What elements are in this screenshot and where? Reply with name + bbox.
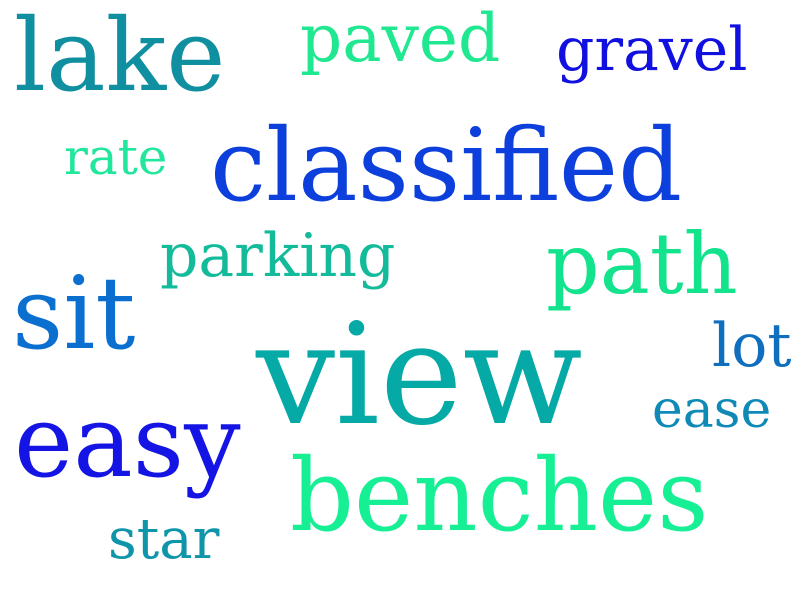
word-gravel: gravel xyxy=(556,15,748,85)
word-star: star xyxy=(108,507,220,572)
word-parking: parking xyxy=(160,221,396,291)
word-benches: benches xyxy=(290,437,709,554)
word-classified: classified xyxy=(210,107,683,224)
word-sit: sit xyxy=(12,255,136,372)
word-rate: rate xyxy=(64,128,168,186)
word-path: path xyxy=(546,215,738,313)
word-paved: paved xyxy=(300,0,501,77)
word-lot: lot xyxy=(712,311,792,381)
word-ease: ease xyxy=(652,380,772,440)
word-lake: lake xyxy=(14,0,226,114)
word-easy: easy xyxy=(14,383,241,500)
word-view: view xyxy=(256,294,583,457)
